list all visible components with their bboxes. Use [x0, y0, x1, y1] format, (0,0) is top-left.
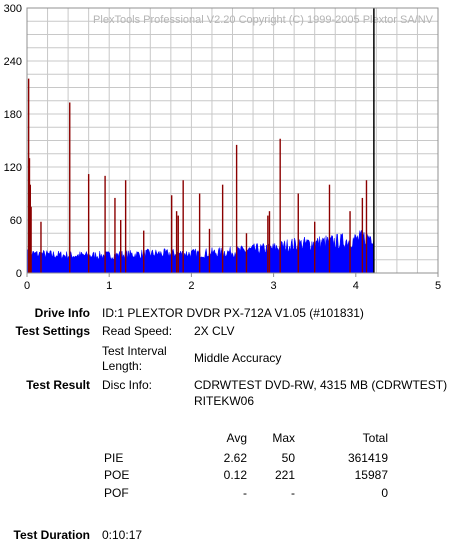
- plot-border: [26, 7, 439, 274]
- y-tick-label: 180: [4, 109, 22, 121]
- pie-series: [26, 230, 375, 274]
- test-duration-value: 0:10:17: [102, 528, 143, 542]
- stats-row-max: -: [291, 486, 295, 500]
- drive-info-label: Drive Info: [34, 306, 90, 320]
- stats-row-name: POE: [104, 468, 130, 482]
- y-tick-label: 300: [4, 3, 22, 15]
- stats-row-max: 221: [274, 468, 295, 482]
- pie-series-area: [26, 230, 375, 274]
- y-tick-label: 0: [16, 268, 22, 280]
- stats-row-max: 50: [281, 451, 295, 465]
- x-axis-ticks: 0 1 2 3 4 5: [24, 273, 441, 292]
- test-interval-value: Middle Accuracy: [194, 351, 282, 365]
- read-speed-label: Read Speed:: [102, 324, 173, 338]
- x-tick-label: 1: [106, 280, 112, 292]
- stats-header-max: Max: [272, 431, 295, 445]
- stats-row-avg: 0.12: [223, 468, 247, 482]
- chart-grid: [27, 8, 438, 273]
- test-settings-label: Test Settings: [15, 324, 90, 338]
- disc-info-line2: RITEKW06: [194, 394, 255, 408]
- read-speed-value: 2X CLV: [194, 324, 235, 338]
- x-tick-label: 5: [435, 280, 441, 292]
- y-axis-ticks: 0 60 120 180 240 300: [4, 3, 22, 280]
- test-result-label: Test Result: [26, 378, 90, 392]
- x-tick-label: 3: [271, 280, 277, 292]
- stats-row-avg: -: [243, 486, 247, 500]
- test-interval-label-2: Length:: [102, 359, 143, 373]
- y-tick-label: 120: [4, 162, 22, 174]
- stats-row-name: POF: [104, 486, 129, 500]
- disc-info-label: Disc Info:: [102, 378, 153, 392]
- drive-info-value: ID:1 PLEXTOR DVDR PX-712A V1.05 (#101831…: [102, 306, 364, 320]
- stats-row-total: 0: [381, 486, 388, 500]
- y-tick-label: 60: [10, 215, 22, 227]
- stats-header-avg: Avg: [226, 431, 247, 445]
- y-tick-label: 240: [4, 56, 22, 68]
- stats-row-total: 361419: [347, 451, 388, 465]
- stats-row-avg: 2.62: [223, 451, 247, 465]
- chart-watermark: PlexTools Professional V2.20 Copyright (…: [93, 14, 434, 26]
- stats-header-total: Total: [362, 431, 388, 445]
- error-chart: PlexTools Professional V2.20 Copyright (…: [4, 3, 441, 292]
- stats-row-total: 15987: [354, 468, 388, 482]
- x-tick-label: 2: [188, 280, 194, 292]
- stats-row-name: PIE: [104, 451, 124, 465]
- poe-spikes: [27, 78, 368, 273]
- test-duration-label: Test Duration: [13, 528, 90, 542]
- x-tick-label: 0: [24, 280, 30, 292]
- test-interval-label-1: Test Interval: [102, 344, 167, 358]
- disc-info-line1: CDRWTEST DVD-RW, 4315 MB (CDRWTEST): [194, 378, 448, 392]
- x-tick-label: 4: [353, 280, 359, 292]
